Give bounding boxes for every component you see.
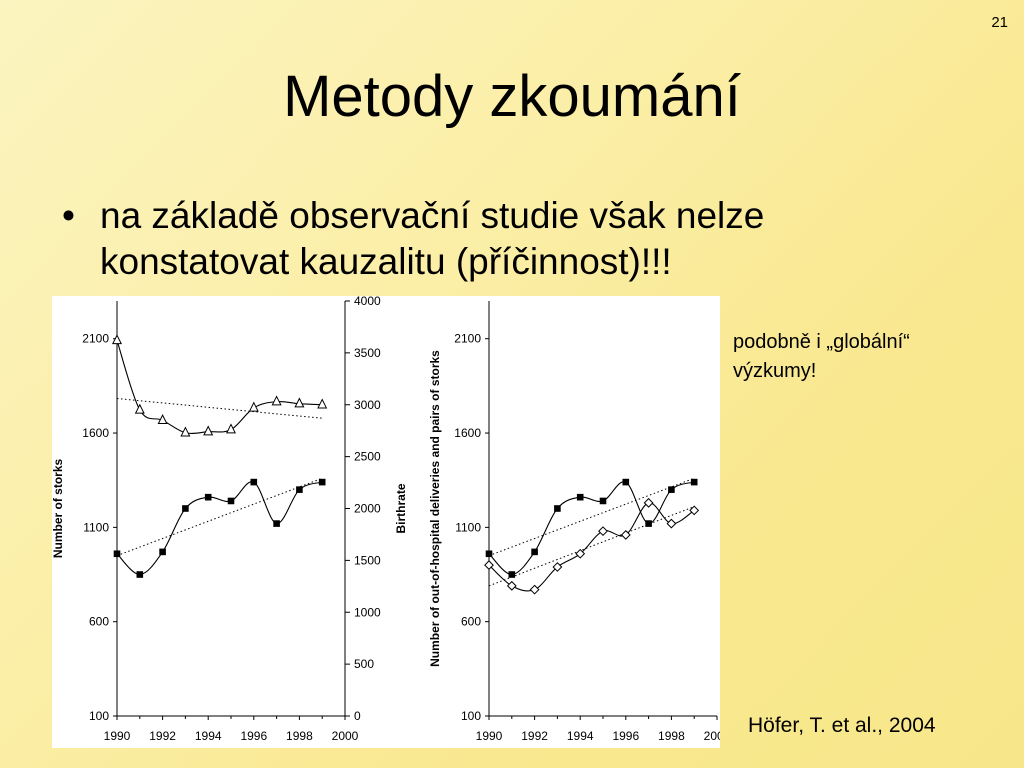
data-point-1-0-5 xyxy=(599,497,607,505)
data-point-0-1-4 xyxy=(204,493,212,501)
data-point-1-0-2 xyxy=(531,548,538,556)
trend-line-0-1 xyxy=(116,477,323,557)
data-point-0-0-7 xyxy=(271,395,282,406)
data-point-1-1-1 xyxy=(506,580,517,591)
data-point-0-1-6 xyxy=(250,478,258,486)
y-tick-label-1-3: 1600 xyxy=(454,426,481,440)
x-tick-label-1-0: 1990 xyxy=(476,729,503,743)
x-tick-label-0-2: 1994 xyxy=(195,729,222,743)
y-tick-label-1-0: 100 xyxy=(461,709,481,723)
data-point-0-1-2 xyxy=(159,548,166,556)
trend-line-0-0 xyxy=(116,398,323,419)
data-point-0-0-4 xyxy=(203,425,214,436)
data-point-0-1-7 xyxy=(273,520,280,527)
y-tick-label-0-4: 2100 xyxy=(82,332,109,346)
x-tick-label-0-4: 1998 xyxy=(286,729,313,743)
y2-tick-label-0-6: 3000 xyxy=(354,398,381,412)
y-axis-title-1: Number of out-of-hospital deliveries and… xyxy=(428,350,442,667)
data-point-1-1-5 xyxy=(598,526,608,537)
data-point-1-1-2 xyxy=(529,584,540,595)
y-tick-label-1-2: 1100 xyxy=(455,520,481,534)
y2-tick-label-0-0: 0 xyxy=(354,709,361,723)
x-tick-label-0-1: 1992 xyxy=(149,729,176,743)
x-tick-label-1-3: 1996 xyxy=(612,729,639,743)
bullet-marker: • xyxy=(62,195,75,236)
trend-line-1-0 xyxy=(488,477,695,557)
slide-title: Metody zkoumání xyxy=(283,64,741,129)
data-point-0-0-1 xyxy=(134,403,145,414)
data-point-1-1-9 xyxy=(689,505,700,516)
series-line-1-1 xyxy=(488,502,695,592)
data-point-0-1-5 xyxy=(227,497,235,505)
data-point-1-0-7 xyxy=(645,520,652,527)
y-axis-title-0: Number of storks xyxy=(52,459,65,559)
data-point-1-0-8 xyxy=(668,486,675,493)
series-line-0-1 xyxy=(116,481,323,576)
y-tick-label-0-3: 1600 xyxy=(82,426,109,440)
x-tick-label-1-2: 1994 xyxy=(567,729,594,743)
data-point-1-0-1 xyxy=(508,571,516,578)
side-note-line-2: výzkumy! xyxy=(733,360,817,382)
data-point-0-0-0 xyxy=(111,334,123,345)
x-tick-label-0-5: 2000 xyxy=(332,729,359,743)
figure-stork-charts: 1990 1992 1994 1996 1998 2000 100 600 1100 1600 21… xyxy=(52,296,720,748)
series-line-0-0 xyxy=(116,340,323,435)
data-point-1-1-0 xyxy=(484,560,494,570)
data-point-0-1-9 xyxy=(318,478,326,486)
y-tick-label-1-1: 600 xyxy=(461,615,481,629)
series-line-1-0 xyxy=(488,481,695,576)
x-tick-label-1-4: 1998 xyxy=(658,729,685,743)
data-point-1-1-4 xyxy=(575,548,586,559)
data-point-0-0-3 xyxy=(180,426,191,437)
y-tick-label-0-0: 100 xyxy=(89,709,109,723)
y-tick-label-1-4: 2100 xyxy=(454,332,481,346)
data-point-1-0-0 xyxy=(485,550,493,558)
data-point-0-0-5 xyxy=(225,423,237,434)
data-point-0-1-3 xyxy=(182,505,189,512)
y2-tick-label-0-3: 1500 xyxy=(354,553,381,567)
y-tick-label-0-1: 600 xyxy=(89,615,109,629)
data-point-1-0-3 xyxy=(554,505,561,512)
charts-canvas: 1990 1992 1994 1996 1998 2000 100 600 1100 1600 21… xyxy=(52,296,720,743)
y2-axis-title-0: Birthrate xyxy=(394,483,408,533)
data-point-0-0-8 xyxy=(294,397,305,408)
data-point-0-0-6 xyxy=(248,401,259,412)
y2-tick-label-0-5: 2500 xyxy=(354,450,381,464)
side-note-line-1: podobně i „globální“ xyxy=(733,331,910,353)
y2-tick-label-0-1: 500 xyxy=(354,657,374,671)
data-point-0-0-9 xyxy=(317,398,328,409)
y2-tick-label-0-4: 2000 xyxy=(354,502,381,516)
x-tick-label-0-0: 1990 xyxy=(104,729,131,743)
citation: Höfer, T. et al., 2004 xyxy=(748,714,936,737)
data-point-1-1-8 xyxy=(666,518,677,529)
x-tick-label-1-1: 1992 xyxy=(521,729,548,743)
slide-number: 21 xyxy=(991,14,1008,31)
data-point-1-0-9 xyxy=(690,478,698,486)
side-note: podobně i „globální“ výzkumy! xyxy=(733,328,993,386)
y2-tick-label-0-2: 1000 xyxy=(354,605,381,619)
x-tick-label-0-3: 1996 xyxy=(240,729,267,743)
bullet-text: na základě observační studie však nelze … xyxy=(100,195,765,282)
data-point-1-0-6 xyxy=(622,478,630,486)
data-point-0-0-2 xyxy=(157,413,168,425)
x-tick-label-1-5: 2000 xyxy=(704,729,720,743)
data-point-1-1-7 xyxy=(643,497,654,508)
y2-tick-label-0-8: 4000 xyxy=(354,296,381,308)
trend-line-1-1 xyxy=(488,506,695,587)
y-tick-label-0-2: 1100 xyxy=(83,520,109,534)
y2-tick-label-0-7: 3500 xyxy=(354,346,381,360)
data-point-1-0-4 xyxy=(576,493,584,501)
data-point-0-1-0 xyxy=(113,550,121,558)
data-point-0-1-1 xyxy=(136,571,144,578)
data-point-0-1-8 xyxy=(296,486,303,493)
data-point-1-1-6 xyxy=(620,530,631,540)
data-point-1-1-3 xyxy=(552,562,563,572)
